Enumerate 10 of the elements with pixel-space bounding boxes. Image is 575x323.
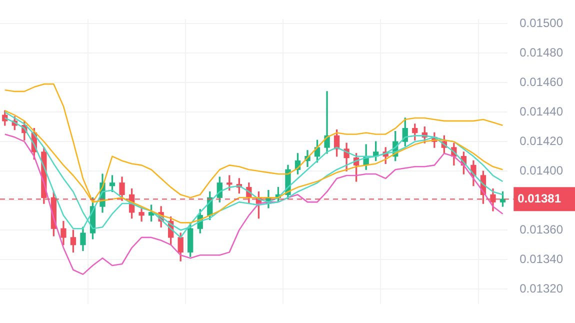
y-tick-label: 0.01420 [520,134,564,148]
y-tick-label: 0.01360 [520,222,564,236]
y-tick-label: 0.01400 [520,163,564,178]
y-tick-label: 0.01500 [520,16,564,30]
ref-line-label: 0.01381 [518,191,562,206]
y-tick-label: 0.01460 [520,74,564,89]
y-tick-label: 0.01440 [520,104,564,118]
y-tick-label: 0.01320 [520,281,564,296]
y-tick-label: 0.01480 [520,45,564,60]
y-tick-label: 0.01340 [520,252,564,266]
